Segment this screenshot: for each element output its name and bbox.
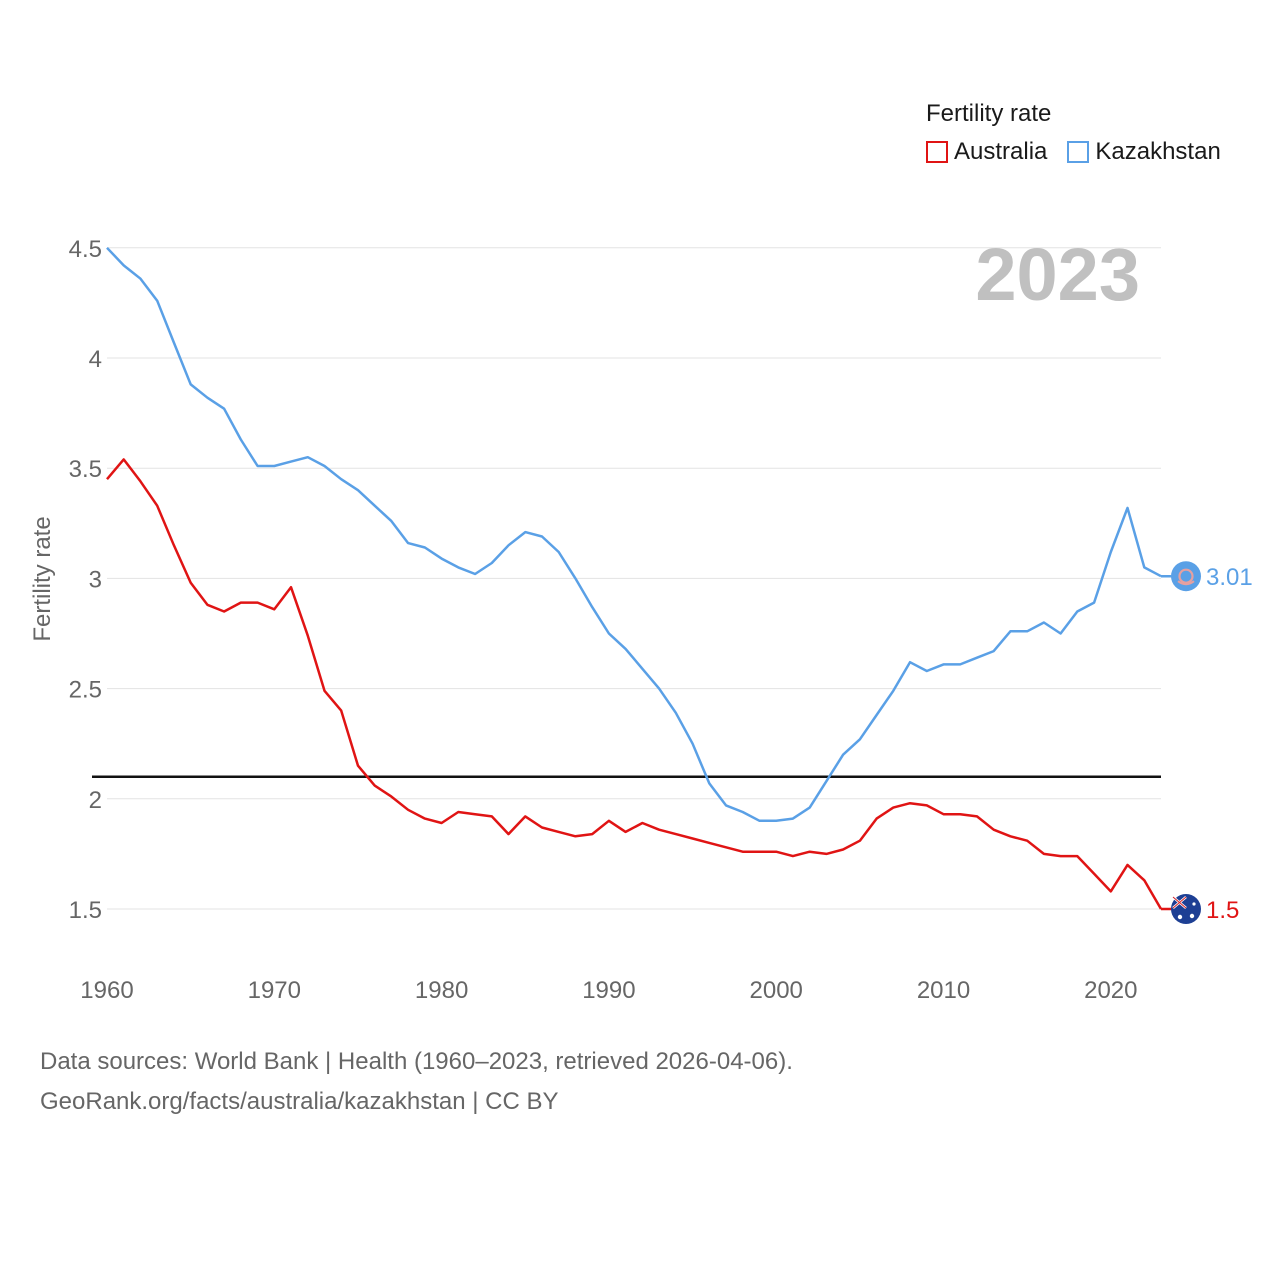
series-line-kazakhstan[interactable] — [106, 246, 1162, 823]
gridlines — [107, 247, 1161, 910]
x-tick-label: 2020 — [1084, 977, 1137, 1004]
x-tick-label: 2000 — [750, 977, 803, 1004]
attribution-link[interactable]: GeoRank.org/facts/australia/kazakhstan |… — [40, 1088, 559, 1115]
x-tick-label: 1960 — [80, 977, 133, 1004]
legend-label-kazakhstan: Kazakhstan — [1095, 138, 1221, 165]
y-axis-label: Fertility rate — [29, 516, 56, 641]
y-tick-label: 1.5 — [69, 897, 102, 924]
y-tick-label: 2 — [89, 787, 102, 814]
legend-label-australia: Australia — [954, 138, 1048, 165]
flag-icon-australia — [1171, 894, 1201, 924]
footer: Data sources: World Bank | Health (1960–… — [40, 1042, 793, 1122]
x-tick-label: 2010 — [917, 977, 970, 1004]
y-axis-ticks: 1.5 2 2.5 3 3.5 4 4.5 — [69, 236, 102, 924]
x-tick-label: 1980 — [415, 977, 468, 1004]
end-value-label-kazakhstan: 3.01 — [1206, 564, 1253, 591]
legend-title: Fertility rate — [926, 100, 1052, 127]
legend-swatch-australia — [926, 141, 948, 163]
year-title: 2023 — [975, 233, 1140, 316]
data-source-note: Data sources: World Bank | Health (1960–… — [40, 1048, 793, 1075]
y-tick-label: 4.5 — [69, 236, 102, 263]
y-tick-label: 2.5 — [69, 677, 102, 704]
series-lines — [106, 246, 1163, 910]
legend-item-kazakhstan[interactable]: Kazakhstan — [1067, 138, 1221, 166]
y-tick-label: 4 — [89, 346, 102, 373]
y-tick-label: 3.5 — [69, 456, 102, 483]
flag-icon-kazakhstan — [1171, 561, 1201, 592]
legend-item-australia[interactable]: Australia — [926, 138, 1047, 166]
legend-swatch-kazakhstan — [1067, 141, 1090, 163]
end-value-label-australia: 1.5 — [1206, 897, 1239, 924]
y-tick-label: 3 — [89, 566, 102, 593]
x-tick-label: 1990 — [582, 977, 635, 1004]
x-axis-ticks: 1960 1970 1980 1990 2000 2010 2020 — [80, 977, 1137, 1004]
x-tick-label: 1970 — [248, 977, 301, 1004]
legend: Fertility rate Australia Kazakhstan — [926, 100, 1221, 166]
series-line-australia[interactable] — [106, 458, 1163, 910]
series-end-markers: 1.5 3.01 — [1161, 561, 1253, 924]
